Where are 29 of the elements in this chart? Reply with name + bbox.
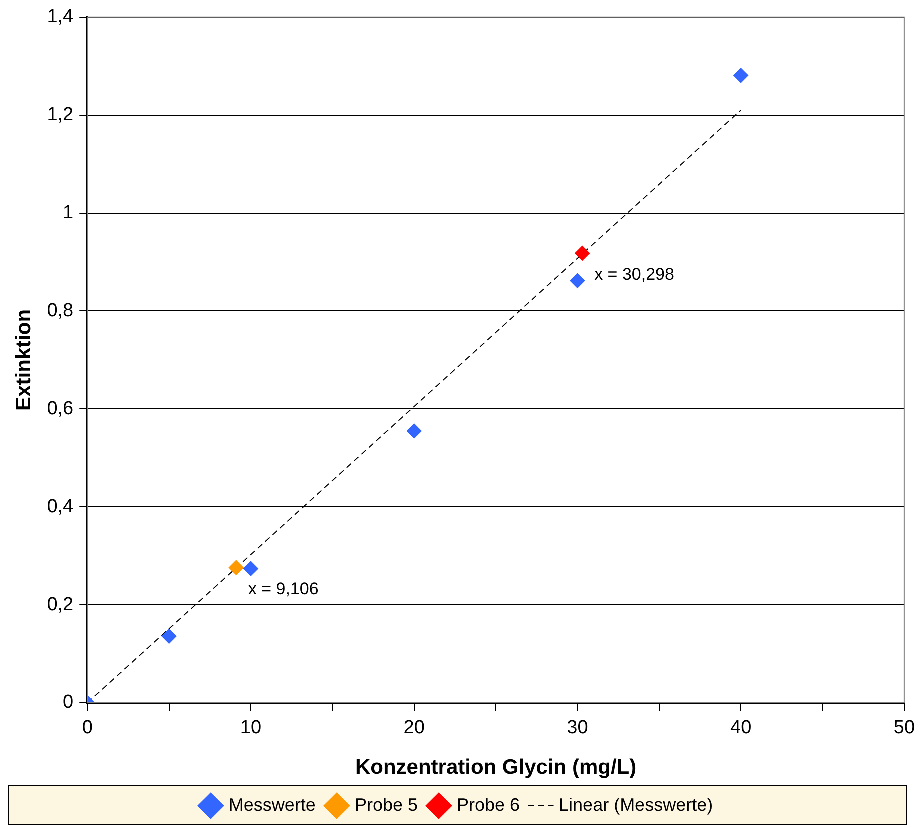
x-tick-label: 20 — [404, 718, 425, 739]
legend-label: Probe 5 — [354, 794, 418, 815]
y-tick-label: 0 — [63, 692, 74, 714]
point — [406, 424, 422, 439]
legend-label: Messwerte — [228, 794, 316, 815]
point — [162, 628, 177, 644]
x-tick-label: 40 — [730, 718, 752, 739]
point — [575, 246, 590, 261]
y-tick-label: 1,2 — [47, 104, 74, 126]
y-tick-label: 0,2 — [47, 594, 74, 616]
legend-label: Probe 6 — [456, 794, 520, 815]
point — [243, 561, 258, 576]
annotation: x = 30,298 — [594, 265, 674, 284]
y-tick-label: 1,4 — [47, 6, 74, 28]
y-tick-label: 0,8 — [47, 300, 74, 322]
x-tick-label: 0 — [82, 718, 93, 739]
point — [734, 68, 749, 84]
y-tick-label: 1 — [63, 202, 74, 224]
y-axis-title: Extinktion — [12, 309, 36, 411]
annotation: x = 9,106 — [248, 580, 319, 599]
y-tick-label: 0,4 — [47, 496, 74, 518]
legend-label: Linear (Messwerte) — [559, 794, 714, 815]
x-tick-label: 10 — [240, 718, 262, 739]
x-tick-label: 50 — [894, 718, 916, 739]
x-axis-title: Konzentration Glycin (mg/L) — [355, 756, 637, 780]
point — [570, 273, 586, 288]
y-tick-label: 0,6 — [47, 398, 74, 420]
point — [228, 560, 244, 576]
x-tick-label: 30 — [567, 718, 588, 739]
